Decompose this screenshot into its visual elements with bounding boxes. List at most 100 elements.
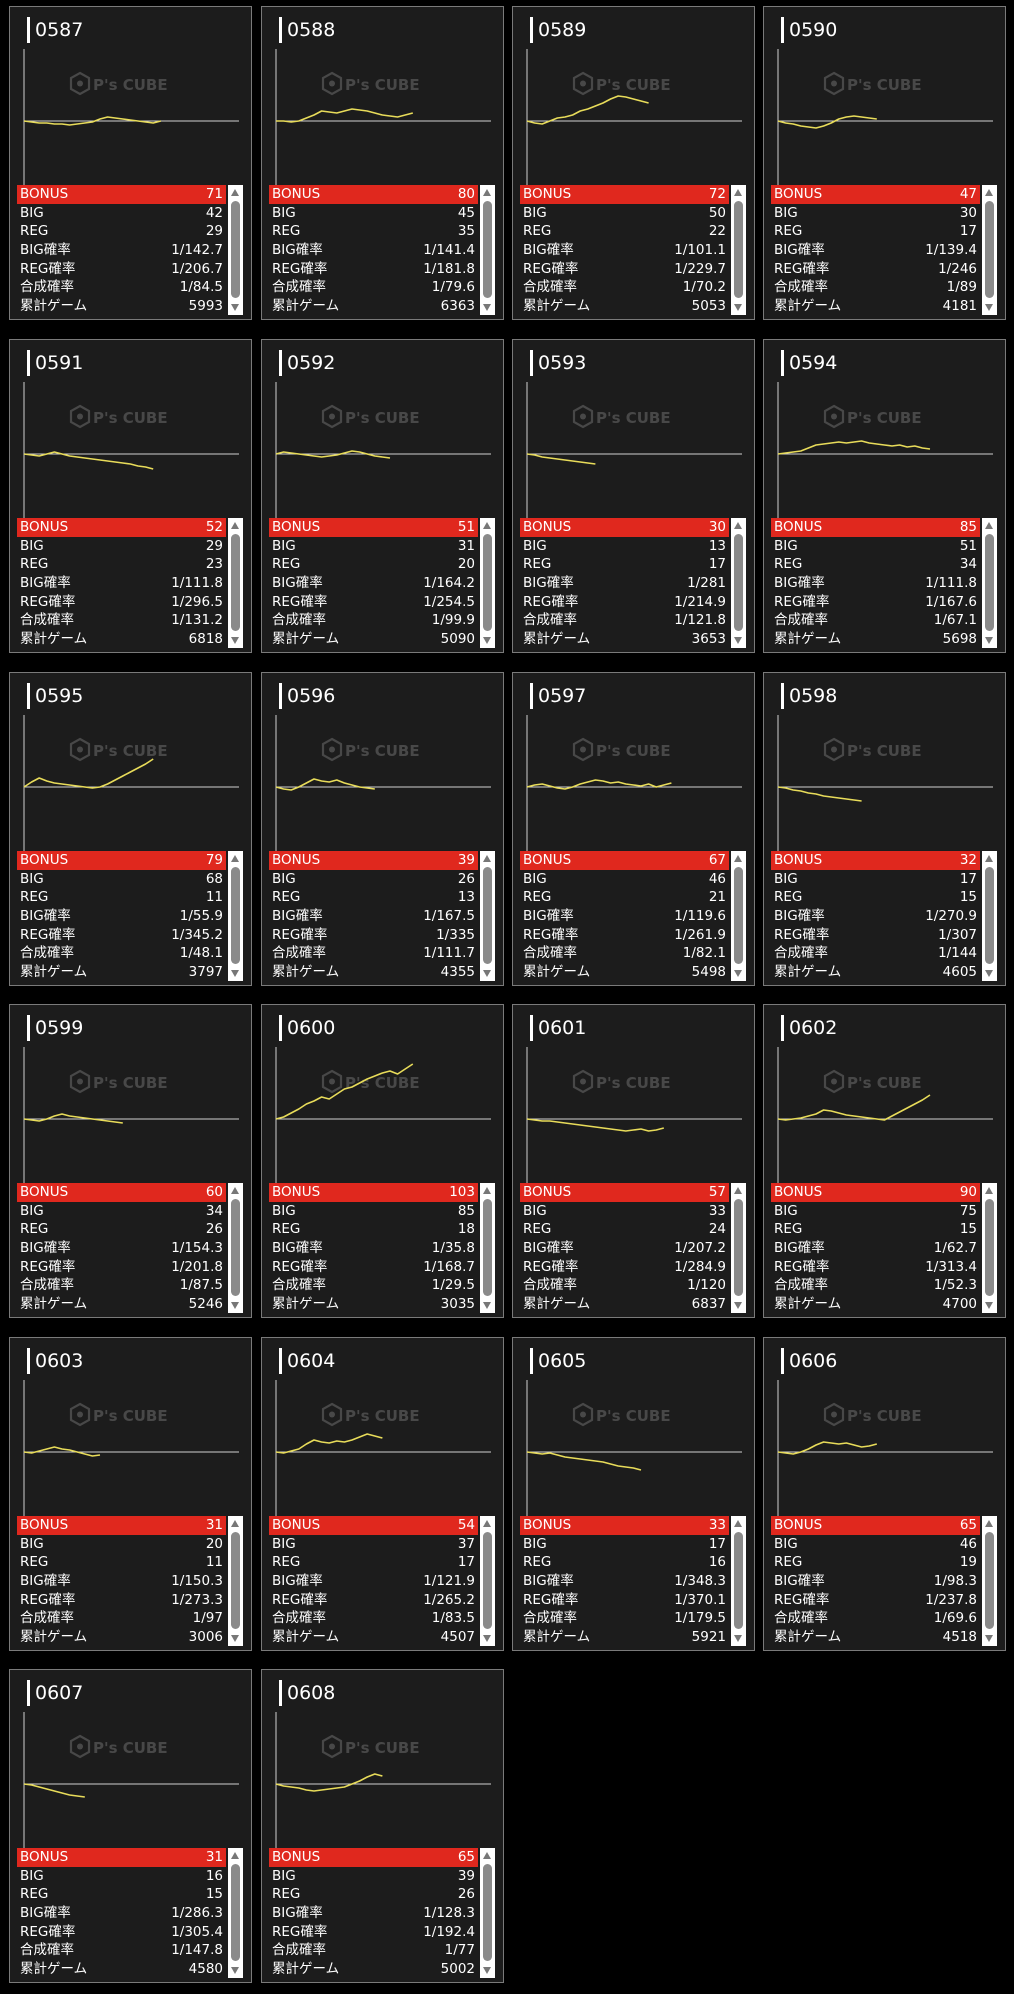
scroll-thumb[interactable] — [483, 1199, 492, 1296]
machine-card-0590[interactable]: 0590 P's CUBE BONUS 47 BIG 30 REG 17 — [763, 6, 1006, 320]
scroll-up-icon[interactable] — [483, 855, 491, 862]
scroll-thumb[interactable] — [985, 867, 994, 964]
scroll-up-icon[interactable] — [734, 1187, 742, 1194]
scroll-down-icon[interactable] — [985, 970, 993, 977]
stats-scrollbar[interactable] — [731, 185, 746, 315]
scroll-down-icon[interactable] — [231, 637, 239, 644]
scroll-down-icon[interactable] — [985, 637, 993, 644]
machine-card-0588[interactable]: 0588 P's CUBE BONUS 80 BIG 45 REG 35 — [261, 6, 504, 320]
stats-scrollbar[interactable] — [228, 1183, 243, 1313]
machine-card-0598[interactable]: 0598 P's CUBE BONUS 32 BIG 17 REG 15 — [763, 672, 1006, 986]
scroll-down-icon[interactable] — [483, 637, 491, 644]
scroll-thumb[interactable] — [483, 867, 492, 964]
scroll-thumb[interactable] — [231, 1199, 240, 1296]
machine-card-0600[interactable]: 0600 P's CUBE BONUS 103 BIG 85 REG 18 — [261, 1004, 504, 1318]
machine-card-0608[interactable]: 0608 P's CUBE BONUS 65 BIG 39 REG 26 — [261, 1669, 504, 1983]
scroll-down-icon[interactable] — [985, 1302, 993, 1309]
scroll-up-icon[interactable] — [231, 1187, 239, 1194]
stats-scrollbar[interactable] — [982, 518, 997, 648]
machine-card-0599[interactable]: 0599 P's CUBE BONUS 60 BIG 34 REG 26 — [9, 1004, 252, 1318]
scroll-down-icon[interactable] — [483, 304, 491, 311]
machine-card-0603[interactable]: 0603 P's CUBE BONUS 31 BIG 20 REG 11 — [9, 1337, 252, 1651]
machine-card-0597[interactable]: 0597 P's CUBE BONUS 67 BIG 46 REG 21 — [512, 672, 755, 986]
scroll-up-icon[interactable] — [985, 855, 993, 862]
scroll-thumb[interactable] — [985, 1199, 994, 1296]
scroll-thumb[interactable] — [734, 1532, 743, 1629]
machine-card-0605[interactable]: 0605 P's CUBE BONUS 33 BIG 17 REG 16 — [512, 1337, 755, 1651]
scroll-up-icon[interactable] — [985, 1187, 993, 1194]
scroll-down-icon[interactable] — [231, 1302, 239, 1309]
stats-scrollbar[interactable] — [480, 1183, 495, 1313]
scroll-down-icon[interactable] — [734, 1635, 742, 1642]
scroll-up-icon[interactable] — [483, 189, 491, 196]
scroll-up-icon[interactable] — [483, 1187, 491, 1194]
scroll-thumb[interactable] — [734, 1199, 743, 1296]
scroll-thumb[interactable] — [483, 1532, 492, 1629]
scroll-down-icon[interactable] — [231, 970, 239, 977]
scroll-up-icon[interactable] — [483, 522, 491, 529]
scroll-up-icon[interactable] — [231, 1520, 239, 1527]
scroll-thumb[interactable] — [231, 534, 240, 631]
machine-card-0595[interactable]: 0595 P's CUBE BONUS 79 BIG 68 REG 11 — [9, 672, 252, 986]
stats-scrollbar[interactable] — [228, 185, 243, 315]
stats-scrollbar[interactable] — [982, 1516, 997, 1646]
scroll-thumb[interactable] — [231, 1864, 240, 1961]
scroll-thumb[interactable] — [483, 534, 492, 631]
machine-card-0589[interactable]: 0589 P's CUBE BONUS 72 BIG 50 REG 22 — [512, 6, 755, 320]
scroll-thumb[interactable] — [985, 201, 994, 298]
machine-card-0607[interactable]: 0607 P's CUBE BONUS 31 BIG 16 REG 15 — [9, 1669, 252, 1983]
scroll-thumb[interactable] — [231, 1532, 240, 1629]
machine-card-0591[interactable]: 0591 P's CUBE BONUS 52 BIG 29 REG 23 — [9, 339, 252, 653]
scroll-thumb[interactable] — [985, 534, 994, 631]
stats-scrollbar[interactable] — [480, 1516, 495, 1646]
stats-scrollbar[interactable] — [480, 185, 495, 315]
scroll-down-icon[interactable] — [231, 1967, 239, 1974]
stats-scrollbar[interactable] — [228, 851, 243, 981]
machine-card-0601[interactable]: 0601 P's CUBE BONUS 57 BIG 33 REG 24 — [512, 1004, 755, 1318]
stats-scrollbar[interactable] — [228, 1516, 243, 1646]
scroll-up-icon[interactable] — [483, 1520, 491, 1527]
stats-scrollbar[interactable] — [480, 518, 495, 648]
stats-scrollbar[interactable] — [982, 1183, 997, 1313]
scroll-down-icon[interactable] — [985, 1635, 993, 1642]
scroll-thumb[interactable] — [734, 867, 743, 964]
scroll-up-icon[interactable] — [734, 1520, 742, 1527]
scroll-up-icon[interactable] — [985, 1520, 993, 1527]
scroll-up-icon[interactable] — [231, 189, 239, 196]
machine-card-0602[interactable]: 0602 P's CUBE BONUS 90 BIG 75 REG 15 — [763, 1004, 1006, 1318]
scroll-up-icon[interactable] — [734, 522, 742, 529]
scroll-thumb[interactable] — [231, 867, 240, 964]
stats-scrollbar[interactable] — [982, 851, 997, 981]
machine-card-0596[interactable]: 0596 P's CUBE BONUS 39 BIG 26 REG 13 — [261, 672, 504, 986]
scroll-down-icon[interactable] — [231, 1635, 239, 1642]
stats-scrollbar[interactable] — [480, 1848, 495, 1978]
stats-scrollbar[interactable] — [228, 518, 243, 648]
scroll-thumb[interactable] — [483, 1864, 492, 1961]
scroll-down-icon[interactable] — [483, 1302, 491, 1309]
scroll-thumb[interactable] — [231, 201, 240, 298]
machine-card-0606[interactable]: 0606 P's CUBE BONUS 65 BIG 46 REG 19 — [763, 1337, 1006, 1651]
scroll-down-icon[interactable] — [985, 304, 993, 311]
scroll-up-icon[interactable] — [231, 522, 239, 529]
scroll-down-icon[interactable] — [483, 970, 491, 977]
scroll-thumb[interactable] — [734, 201, 743, 298]
stats-scrollbar[interactable] — [228, 1848, 243, 1978]
machine-card-0604[interactable]: 0604 P's CUBE BONUS 54 BIG 37 REG 17 — [261, 1337, 504, 1651]
stats-scrollbar[interactable] — [731, 518, 746, 648]
scroll-down-icon[interactable] — [231, 304, 239, 311]
stats-scrollbar[interactable] — [731, 851, 746, 981]
stats-scrollbar[interactable] — [731, 1183, 746, 1313]
scroll-up-icon[interactable] — [231, 1852, 239, 1859]
stats-scrollbar[interactable] — [982, 185, 997, 315]
scroll-up-icon[interactable] — [985, 522, 993, 529]
scroll-down-icon[interactable] — [734, 637, 742, 644]
machine-card-0592[interactable]: 0592 P's CUBE BONUS 51 BIG 31 REG 20 — [261, 339, 504, 653]
scroll-down-icon[interactable] — [483, 1635, 491, 1642]
scroll-up-icon[interactable] — [734, 855, 742, 862]
scroll-up-icon[interactable] — [231, 855, 239, 862]
scroll-down-icon[interactable] — [734, 1302, 742, 1309]
machine-card-0593[interactable]: 0593 P's CUBE BONUS 30 BIG 13 REG 17 — [512, 339, 755, 653]
scroll-thumb[interactable] — [734, 534, 743, 631]
scroll-up-icon[interactable] — [985, 189, 993, 196]
scroll-down-icon[interactable] — [483, 1967, 491, 1974]
